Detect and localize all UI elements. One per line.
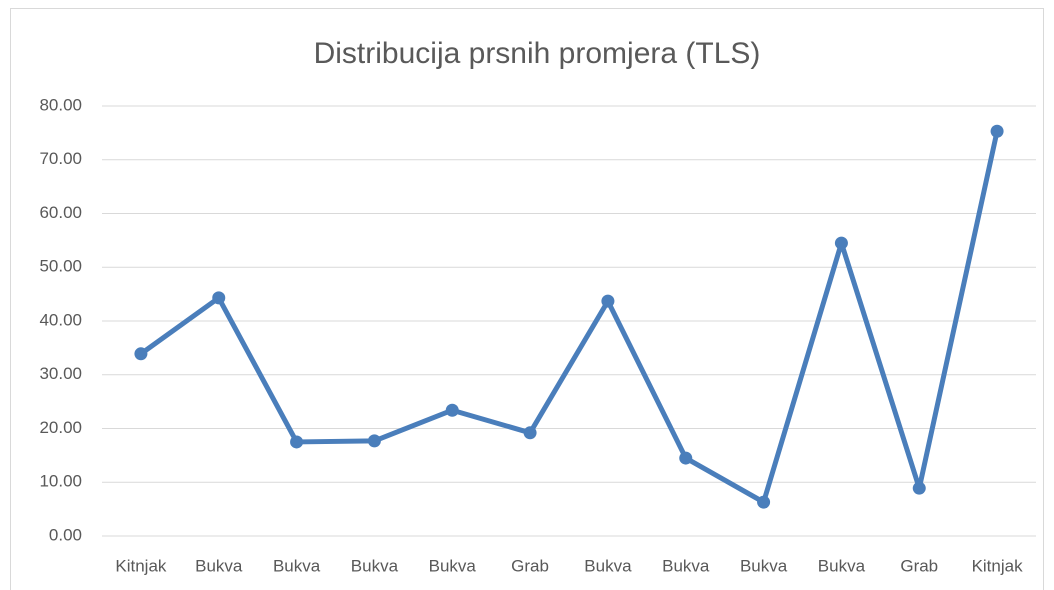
x-tick-label: Bukva [818,556,866,575]
data-point [134,347,148,361]
x-tick-label: Bukva [273,556,321,575]
chart-title: Distribucija prsnih promjera (TLS) [314,37,761,70]
data-point [757,495,771,509]
data-line [138,128,1000,505]
y-tick-label: 10.00 [39,472,82,491]
x-tick-label: Grab [900,556,938,575]
x-tick-label: Kitnjak [972,556,1024,575]
data-point [679,451,693,465]
x-tick-label: Bukva [740,556,788,575]
data-point [601,294,615,308]
y-tick-label: 70.00 [39,149,82,168]
x-tick-label: Grab [511,556,549,575]
chart-frame [10,8,1044,590]
data-point [834,236,848,250]
data-point [367,434,381,448]
x-tick-label: Bukva [195,556,243,575]
y-tick-label: 60.00 [39,203,82,222]
y-tick-label: 0.00 [49,525,82,544]
data-point [290,435,304,449]
x-tick-label: Bukva [429,556,477,575]
data-point [523,426,537,440]
y-tick-label: 30.00 [39,364,82,383]
data-point [445,403,459,417]
y-tick-label: 50.00 [39,257,82,276]
data-point [212,291,226,305]
x-tick-label: Bukva [584,556,632,575]
y-tick-label: 20.00 [39,418,82,437]
data-point [912,481,926,495]
x-tick-label: Bukva [351,556,399,575]
y-tick-label: 40.00 [39,310,82,329]
x-tick-label: Kitnjak [115,556,167,575]
data-point [990,124,1004,138]
x-tick-label: Bukva [662,556,710,575]
y-tick-label: 80.00 [39,95,82,114]
